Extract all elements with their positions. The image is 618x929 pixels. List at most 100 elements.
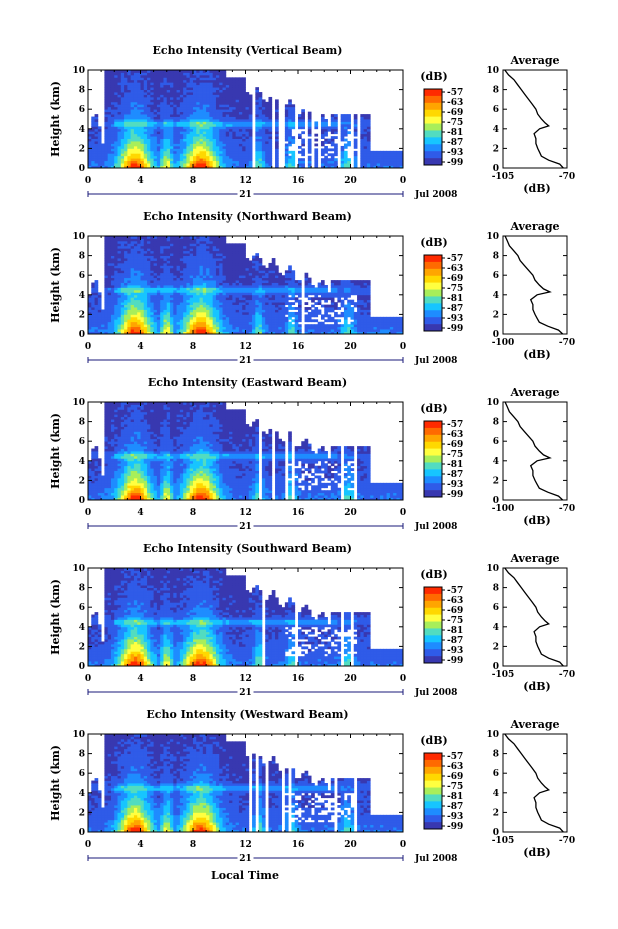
heatmap-cell xyxy=(163,99,168,103)
heatmap-cell xyxy=(173,248,177,252)
heatmap-cell xyxy=(176,253,181,256)
heatmap-cell xyxy=(130,70,135,73)
heatmap-cell xyxy=(229,77,233,81)
heatmap-cell xyxy=(183,128,187,132)
heatmap-cell xyxy=(150,82,155,86)
heatmap-cell xyxy=(258,287,263,291)
heatmap-cell xyxy=(288,326,292,330)
heatmap-cell xyxy=(232,99,237,103)
heatmap-cell xyxy=(183,267,187,271)
heatmap-cell xyxy=(291,319,296,323)
heatmap-cell xyxy=(219,143,223,147)
heatmap-cell xyxy=(183,280,187,283)
heatmap-cell xyxy=(166,292,171,296)
heatmap-cell xyxy=(130,106,135,110)
heatmap-cell xyxy=(238,324,243,328)
heatmap-cell xyxy=(91,145,95,149)
heatmap-cell xyxy=(219,106,223,110)
heatmap-cell xyxy=(196,267,200,271)
heatmap-cell xyxy=(248,277,253,281)
heatmap-cell xyxy=(258,131,263,135)
heatmap-cell xyxy=(212,299,217,303)
heatmap-cell xyxy=(114,158,118,162)
heatmap-cell xyxy=(265,104,269,108)
heatmap-cell xyxy=(202,324,207,328)
heatmap-cell xyxy=(334,131,338,135)
heatmap-cell xyxy=(137,270,141,274)
heatmap-cell xyxy=(88,150,92,154)
heatmap-cell xyxy=(212,79,217,83)
heatmap-cell xyxy=(133,126,138,130)
heatmap-cell xyxy=(235,292,240,296)
heatmap-cell xyxy=(255,87,260,90)
heatmap-cell xyxy=(133,111,138,115)
heatmap-cell xyxy=(150,119,155,122)
heatmap-cell xyxy=(127,104,132,108)
heatmap-cell xyxy=(284,138,289,142)
heatmap-cell xyxy=(324,326,328,330)
heatmap-cell xyxy=(298,150,302,154)
heatmap-cell xyxy=(386,153,391,157)
heatmap-cell xyxy=(114,299,118,303)
y-tick-label: 10 xyxy=(72,66,85,76)
heatmap-cell xyxy=(183,311,187,315)
heatmap-cell xyxy=(229,282,233,286)
heatmap-cell xyxy=(399,150,404,154)
heatmap-cell xyxy=(219,282,223,286)
heatmap-cell xyxy=(186,104,191,108)
heatmap-cell xyxy=(117,280,122,283)
heatmap-cell xyxy=(330,309,335,313)
heatmap-cell xyxy=(170,160,174,164)
heatmap-cell xyxy=(124,238,128,242)
heatmap-cell xyxy=(219,145,223,149)
heatmap-cell xyxy=(242,155,246,159)
heatmap-cell xyxy=(258,314,263,318)
heatmap-cell xyxy=(133,331,138,335)
heatmap-cell xyxy=(124,70,128,73)
heatmap-cell xyxy=(196,94,200,98)
heatmap-cell xyxy=(193,265,197,269)
heatmap-cell xyxy=(288,287,292,291)
heatmap-cell xyxy=(170,165,174,169)
heatmap-cell xyxy=(284,287,289,291)
heatmap-cell xyxy=(97,299,102,303)
heatmap-cell xyxy=(176,133,181,137)
heatmap-cell xyxy=(261,280,266,283)
heatmap-cell xyxy=(101,326,105,330)
heatmap-cell xyxy=(114,128,118,132)
heatmap-cell xyxy=(258,136,263,139)
heatmap-cell xyxy=(189,248,194,252)
heatmap-cell xyxy=(353,123,358,127)
heatmap-cell xyxy=(186,114,191,117)
heatmap-cell xyxy=(104,96,109,100)
heatmap-cell xyxy=(91,165,95,169)
heatmap-cell xyxy=(307,131,312,135)
heatmap-cell xyxy=(281,302,286,305)
heatmap-cell xyxy=(124,109,128,113)
heatmap-cell xyxy=(117,250,122,254)
heatmap-cell xyxy=(173,260,177,264)
heatmap-cell xyxy=(137,260,141,264)
heatmap-cell xyxy=(261,304,266,308)
heatmap-cell xyxy=(110,253,115,256)
heatmap-cell xyxy=(179,94,184,98)
heatmap-cell xyxy=(107,111,112,115)
heatmap-cell xyxy=(186,84,191,88)
heatmap-cell xyxy=(199,331,204,335)
heatmap-cell xyxy=(140,111,145,115)
heatmap-cell xyxy=(225,314,230,318)
heatmap-cell xyxy=(163,302,168,305)
heatmap-cell xyxy=(143,158,148,162)
heatmap-cell xyxy=(219,119,223,122)
heatmap-cell xyxy=(150,299,155,303)
heatmap-cell xyxy=(284,331,289,335)
heatmap-cell xyxy=(133,114,138,117)
heatmap-cell xyxy=(340,148,345,152)
heatmap-cell xyxy=(222,248,227,252)
heatmap-cell xyxy=(229,270,233,274)
heatmap-cell xyxy=(261,141,266,144)
heatmap-cell xyxy=(120,297,125,301)
heatmap-cell xyxy=(209,243,214,247)
heatmap-cell xyxy=(281,331,286,335)
heatmap-cell xyxy=(130,250,135,254)
